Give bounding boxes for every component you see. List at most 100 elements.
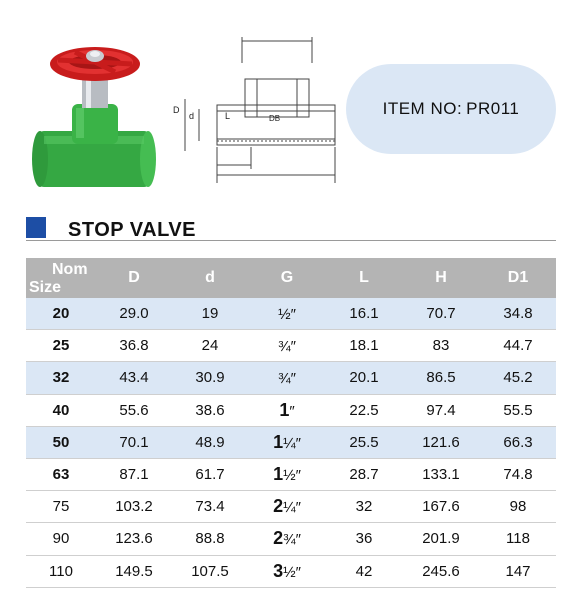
cell-G: 2¼″ bbox=[248, 490, 326, 524]
cell-L: 25.5 bbox=[326, 426, 402, 459]
spec-table: Nom Size D d G L H D1 20 29.0 19 ½″ 16.1 70.7… bbox=[26, 258, 556, 588]
header-D: D bbox=[96, 258, 172, 298]
cell-L: 18.1 bbox=[326, 329, 402, 363]
cell-G-whole: 3 bbox=[273, 560, 284, 581]
cell-size: 63 bbox=[26, 458, 96, 492]
cell-G-whole: 2 bbox=[273, 528, 284, 549]
dimension-drawing: D d L DB bbox=[173, 37, 336, 183]
table-row: 20 29.0 19 ½″ 16.1 70.7 34.8 bbox=[26, 298, 556, 331]
cell-G-whole: 2 bbox=[273, 496, 284, 517]
table-row: 50 70.1 48.9 1¼″ 25.5 121.6 66.3 bbox=[26, 426, 556, 459]
cell-D1: 66.3 bbox=[480, 426, 556, 459]
cell-d: 107.5 bbox=[172, 555, 248, 588]
cell-d: 38.6 bbox=[172, 394, 248, 427]
cell-G: 3½″ bbox=[248, 555, 326, 588]
cell-G-fraction: ″ bbox=[289, 402, 295, 420]
item-number-code: PR011 bbox=[466, 99, 520, 118]
cell-G-fraction: ½″ bbox=[283, 563, 301, 581]
dimension-d-label: d bbox=[189, 111, 194, 121]
cell-size: 20 bbox=[26, 298, 96, 331]
cell-L: 22.5 bbox=[326, 394, 402, 427]
cell-D1: 98 bbox=[480, 490, 556, 524]
cell-D1: 147 bbox=[480, 555, 556, 588]
header-nom-size: Nom Size bbox=[26, 258, 96, 298]
title-divider bbox=[26, 240, 556, 241]
header-nom: Nom bbox=[52, 261, 88, 278]
cell-G-whole: 1 bbox=[279, 399, 290, 420]
cell-d: 88.8 bbox=[172, 522, 248, 556]
table-row: 90 123.6 88.8 2¾″ 36 201.9 118 bbox=[26, 522, 556, 556]
cell-D: 36.8 bbox=[96, 329, 172, 363]
cell-size: 25 bbox=[26, 329, 96, 363]
cell-G: 2¾″ bbox=[248, 522, 326, 556]
table-row: 40 55.6 38.6 1″ 22.5 97.4 55.5 bbox=[26, 394, 556, 427]
cell-size: 32 bbox=[26, 361, 96, 395]
cell-G: 1″ bbox=[248, 394, 326, 427]
cell-size: 90 bbox=[26, 522, 96, 556]
cell-H: 83 bbox=[402, 329, 480, 363]
cell-G: ¾″ bbox=[248, 329, 326, 363]
cell-L: 16.1 bbox=[326, 298, 402, 331]
cell-H: 245.6 bbox=[402, 555, 480, 588]
cell-H: 97.4 bbox=[402, 394, 480, 427]
cell-D1: 44.7 bbox=[480, 329, 556, 363]
cell-d: 73.4 bbox=[172, 490, 248, 524]
table-row: 63 87.1 61.7 1½″ 28.7 133.1 74.8 bbox=[26, 458, 556, 492]
cell-size: 75 bbox=[26, 490, 96, 524]
stop-valve-photo bbox=[32, 47, 156, 187]
cell-D: 55.6 bbox=[96, 394, 172, 427]
header-G: G bbox=[248, 258, 326, 298]
cell-D: 149.5 bbox=[96, 555, 172, 588]
dimension-D-label: D bbox=[173, 105, 180, 115]
cell-d: 19 bbox=[172, 298, 248, 331]
cell-H: 70.7 bbox=[402, 298, 480, 331]
cell-L: 32 bbox=[326, 490, 402, 524]
header-d: d bbox=[172, 258, 248, 298]
cell-G-fraction: ½″ bbox=[278, 306, 296, 324]
title-accent-square bbox=[26, 217, 46, 238]
header-H: H bbox=[402, 258, 480, 298]
cell-H: 133.1 bbox=[402, 458, 480, 492]
cell-G-fraction: ½″ bbox=[283, 467, 301, 485]
cell-size: 50 bbox=[26, 426, 96, 459]
cell-D1: 45.2 bbox=[480, 361, 556, 395]
table-header-row: Nom Size D d G L H D1 bbox=[26, 258, 556, 298]
cell-G-fraction: ¾″ bbox=[278, 370, 296, 388]
header-size: Size bbox=[29, 279, 62, 296]
cell-H: 121.6 bbox=[402, 426, 480, 459]
cell-L: 36 bbox=[326, 522, 402, 556]
table-row: 75 103.2 73.4 2¼″ 32 167.6 98 bbox=[26, 490, 556, 524]
table-row: 32 43.4 30.9 ¾″ 20.1 86.5 45.2 bbox=[26, 361, 556, 395]
cell-G: 1¼″ bbox=[248, 426, 326, 459]
cell-G-fraction: ¾″ bbox=[283, 531, 301, 549]
cell-size: 110 bbox=[26, 555, 96, 588]
cell-G: 1½″ bbox=[248, 458, 326, 492]
cell-H: 86.5 bbox=[402, 361, 480, 395]
cell-D1: 34.8 bbox=[480, 298, 556, 331]
header-L: L bbox=[326, 258, 402, 298]
cell-d: 61.7 bbox=[172, 458, 248, 492]
cell-D1: 55.5 bbox=[480, 394, 556, 427]
cell-size: 40 bbox=[26, 394, 96, 427]
cell-G-fraction: ¼″ bbox=[283, 434, 301, 452]
cell-D: 87.1 bbox=[96, 458, 172, 492]
cell-D1: 118 bbox=[480, 522, 556, 556]
cell-D: 103.2 bbox=[96, 490, 172, 524]
cell-L: 42 bbox=[326, 555, 402, 588]
cell-G-whole: 1 bbox=[273, 431, 284, 452]
cell-L: 28.7 bbox=[326, 458, 402, 492]
cell-G: ¾″ bbox=[248, 361, 326, 395]
cell-D: 43.4 bbox=[96, 361, 172, 395]
cell-d: 30.9 bbox=[172, 361, 248, 395]
dimension-L-label: L bbox=[225, 111, 230, 121]
cell-G-fraction: ¼″ bbox=[283, 499, 301, 517]
cell-D: 70.1 bbox=[96, 426, 172, 459]
table-row: 110 149.5 107.5 3½″ 42 245.6 147 bbox=[26, 555, 556, 588]
cell-D: 123.6 bbox=[96, 522, 172, 556]
cell-H: 167.6 bbox=[402, 490, 480, 524]
section-title: STOP VALVE bbox=[68, 219, 196, 241]
cell-L: 20.1 bbox=[326, 361, 402, 395]
header-D1: D1 bbox=[480, 258, 556, 298]
cell-H: 201.9 bbox=[402, 522, 480, 556]
cell-d: 24 bbox=[172, 329, 248, 363]
